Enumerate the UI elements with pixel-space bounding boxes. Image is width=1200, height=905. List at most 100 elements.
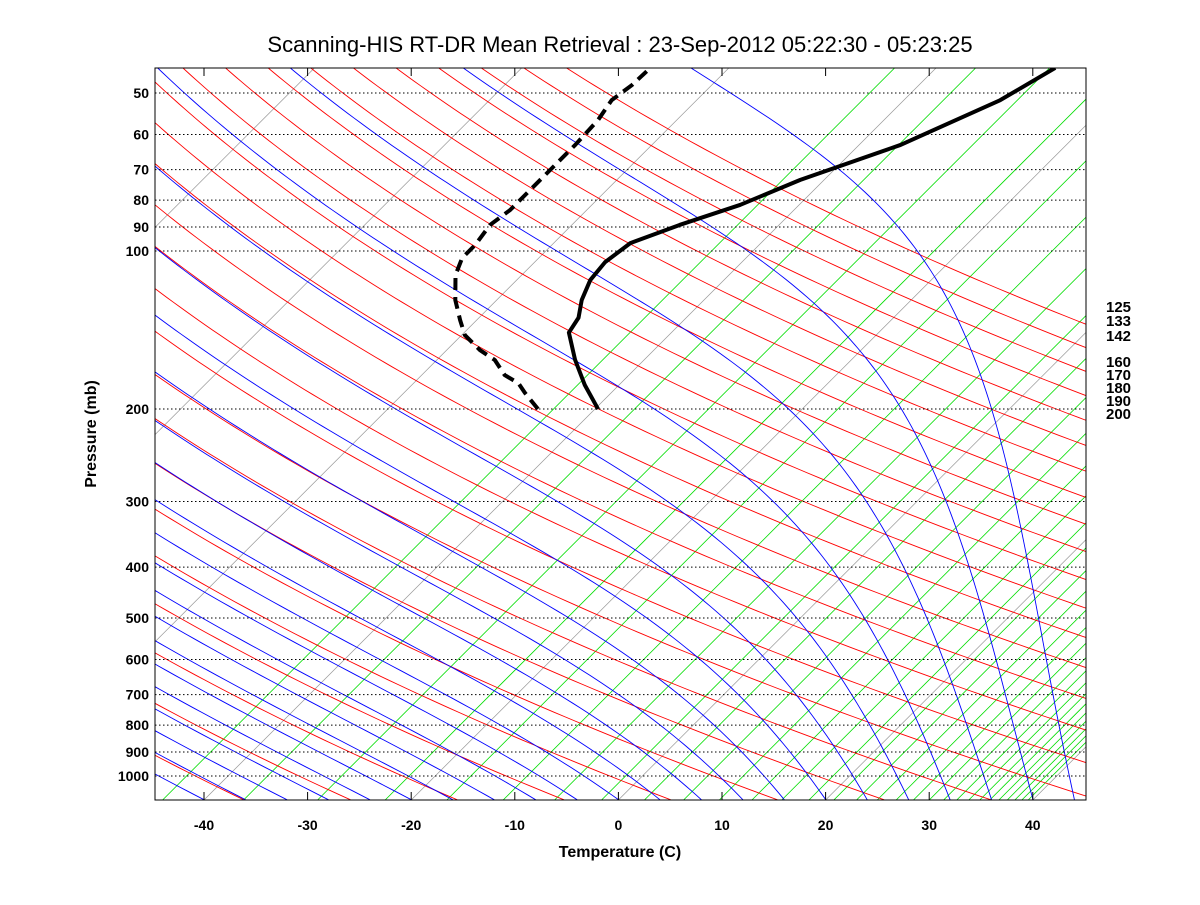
- x-tick-label: 40: [1025, 817, 1041, 833]
- moist-adiabat: [155, 165, 910, 800]
- mixing-ratio-line: [1006, 720, 1086, 800]
- x-tick-label: 10: [714, 817, 730, 833]
- dry-adiabat: [352, 68, 1086, 446]
- mixing-ratio-line: [384, 98, 1086, 800]
- dry-adiabat: [182, 68, 1086, 553]
- dry-adiabat: [155, 754, 244, 800]
- y-tick-label: 70: [133, 162, 149, 178]
- moist-adiabat: [690, 68, 1075, 800]
- dry-adiabat: [310, 68, 1086, 472]
- mixing-ratio-line: [998, 712, 1086, 800]
- dry-adiabat: [155, 603, 565, 800]
- right-label: 170: [1106, 367, 1131, 384]
- y-axis-label: Pressure (mb): [83, 380, 100, 488]
- y-tick-label: 300: [126, 493, 150, 509]
- dry-adiabat: [155, 555, 671, 800]
- moist-adiabat: [155, 708, 329, 800]
- pressure-gridlines: [155, 92, 1086, 777]
- moist-adiabat: [155, 247, 868, 800]
- moist-adiabat: [155, 419, 744, 800]
- dry-adiabat: [224, 68, 1086, 525]
- dry-adiabat: [437, 68, 1086, 397]
- dry-adiabat: [155, 122, 1086, 609]
- mixing-ratio-line: [956, 670, 1086, 800]
- mixing-ratio-line: [243, 68, 977, 800]
- y-tick-label: 50: [133, 85, 149, 101]
- x-tick-label: 20: [818, 817, 834, 833]
- mixing-ratio-line: [751, 465, 1086, 800]
- plot-frame: [154, 67, 1087, 801]
- mixing-ratio-line: [554, 267, 1086, 800]
- isotherm-line: [155, 68, 523, 436]
- mixing-ratio-line: [162, 68, 896, 800]
- mixing-ratio-line: [989, 703, 1086, 800]
- dry-adiabat: [523, 68, 1086, 349]
- y-tick-label: 90: [133, 219, 149, 235]
- moist-adiabat: [155, 640, 454, 800]
- moist-adiabat: [155, 773, 205, 800]
- right-label: 190: [1106, 393, 1131, 410]
- dry-adiabat: [155, 245, 1086, 699]
- y-tick-label: 900: [126, 744, 150, 760]
- mixing-ratio-line: [446, 160, 1086, 800]
- mixing-ratio-line: [943, 657, 1086, 800]
- x-tick-label: 0: [615, 817, 623, 833]
- y-tick-label: 400: [126, 559, 150, 575]
- dry-adiabat: [155, 462, 885, 800]
- y-tick-label: 60: [133, 127, 149, 143]
- moist-adiabat: [155, 615, 495, 800]
- mixing-ratio-line: [856, 569, 1086, 800]
- y-tick-label: 500: [126, 610, 150, 626]
- y-tick-label: 100: [126, 243, 150, 259]
- background-lines: [155, 68, 1086, 800]
- right-label: 160: [1106, 354, 1131, 371]
- x-tick-label: 30: [921, 817, 937, 833]
- mixing-ratio-line: [968, 682, 1086, 800]
- moist-adiabat: [155, 314, 827, 800]
- dry-adiabat: [480, 68, 1086, 372]
- right-label: 133: [1106, 313, 1131, 330]
- mixing-ratio-line: [833, 547, 1086, 800]
- chart-title: Scanning-HIS RT-DR Mean Retrieval : 23-S…: [267, 32, 972, 57]
- x-tick-label: -20: [401, 817, 421, 833]
- mixing-ratio-line: [644, 357, 1086, 800]
- isotherm-line: [203, 68, 937, 800]
- y-tick-label: 800: [126, 717, 150, 733]
- moist-adiabat: [462, 68, 1034, 800]
- y-tick-label: 600: [126, 652, 150, 668]
- mixing-ratio-line: [808, 522, 1086, 800]
- y-tick-label: 700: [126, 687, 150, 703]
- y-tick-label: 80: [133, 192, 149, 208]
- moist-adiabat: [155, 663, 412, 800]
- dry-adiabat: [155, 288, 1086, 731]
- moist-adiabat: [289, 68, 992, 800]
- right-label: 180: [1106, 380, 1131, 397]
- mixing-ratio-line: [719, 432, 1086, 800]
- isotherm-line: [155, 68, 730, 643]
- y-tick-label: 200: [126, 401, 150, 417]
- right-label: 125: [1106, 299, 1131, 316]
- dewpoint-line: [453, 68, 650, 411]
- mixing-ratio-line: [979, 693, 1086, 800]
- mixing-ratio-line: [781, 495, 1086, 800]
- isotherm-line: [155, 68, 315, 228]
- moist-adiabat: [155, 532, 619, 800]
- dry-adiabat: [155, 81, 1086, 581]
- moist-adiabat: [155, 371, 785, 800]
- right-label: 142: [1106, 328, 1131, 345]
- axes: 5060708090100200300400500600700800900100…: [118, 68, 1041, 833]
- right-label: 200: [1106, 406, 1131, 423]
- x-tick-label: -10: [505, 817, 525, 833]
- moist-adiabat: [155, 499, 661, 800]
- dry-adiabat: [395, 68, 1086, 421]
- moist-adiabat: [157, 68, 951, 800]
- profiles: [453, 68, 1057, 411]
- moist-adiabat: [155, 751, 246, 800]
- dry-adiabat: [155, 330, 1086, 764]
- dry-adiabat: [155, 373, 1086, 797]
- mixing-ratio-line: [913, 626, 1086, 800]
- dry-adiabat: [155, 204, 1086, 669]
